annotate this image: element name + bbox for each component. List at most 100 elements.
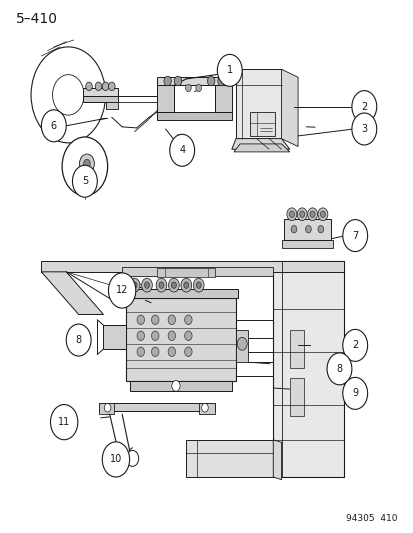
Circle shape: [307, 208, 317, 221]
Text: 5–410: 5–410: [16, 12, 57, 26]
Circle shape: [185, 84, 191, 92]
Polygon shape: [273, 261, 343, 477]
Circle shape: [141, 278, 152, 292]
Circle shape: [83, 159, 90, 168]
Polygon shape: [157, 77, 231, 85]
Polygon shape: [41, 272, 103, 314]
Circle shape: [183, 282, 188, 288]
Circle shape: [104, 403, 111, 412]
Circle shape: [297, 208, 306, 221]
Circle shape: [326, 353, 351, 385]
Circle shape: [196, 282, 201, 288]
Circle shape: [171, 381, 180, 391]
Polygon shape: [124, 289, 237, 298]
Polygon shape: [231, 139, 289, 149]
Circle shape: [108, 82, 115, 91]
Circle shape: [193, 278, 204, 292]
Circle shape: [159, 282, 164, 288]
Circle shape: [237, 337, 247, 350]
Text: 94305  410: 94305 410: [345, 514, 396, 523]
Polygon shape: [235, 69, 281, 139]
Circle shape: [151, 315, 159, 325]
Polygon shape: [83, 88, 118, 96]
Circle shape: [299, 211, 304, 217]
Circle shape: [184, 331, 192, 341]
Text: 11: 11: [58, 417, 70, 427]
Polygon shape: [99, 403, 215, 411]
Circle shape: [129, 278, 140, 292]
Polygon shape: [99, 403, 114, 414]
Polygon shape: [157, 112, 231, 120]
Text: 1: 1: [226, 66, 232, 75]
Circle shape: [156, 278, 166, 292]
Circle shape: [66, 324, 91, 356]
Circle shape: [317, 225, 323, 233]
Circle shape: [201, 403, 208, 412]
Polygon shape: [157, 268, 215, 277]
Text: 9: 9: [351, 389, 357, 398]
Circle shape: [107, 446, 120, 462]
Text: 10: 10: [109, 455, 122, 464]
Polygon shape: [186, 440, 273, 477]
Circle shape: [79, 154, 94, 173]
Polygon shape: [122, 266, 273, 276]
Polygon shape: [273, 440, 281, 480]
Circle shape: [168, 347, 175, 357]
Circle shape: [351, 91, 376, 123]
Polygon shape: [126, 298, 235, 381]
Circle shape: [309, 211, 314, 217]
Circle shape: [85, 82, 92, 91]
Circle shape: [102, 442, 129, 477]
Polygon shape: [235, 330, 248, 362]
Circle shape: [144, 282, 149, 288]
Circle shape: [171, 282, 176, 288]
Circle shape: [137, 347, 144, 357]
Circle shape: [95, 82, 102, 91]
Polygon shape: [233, 144, 289, 152]
Text: 2: 2: [351, 341, 358, 350]
Text: 7: 7: [351, 231, 358, 240]
Polygon shape: [250, 112, 275, 136]
Polygon shape: [157, 85, 173, 112]
Circle shape: [289, 211, 294, 217]
Circle shape: [72, 165, 97, 197]
Circle shape: [108, 273, 135, 308]
Text: 12: 12: [116, 286, 128, 295]
Circle shape: [137, 315, 144, 325]
Circle shape: [62, 137, 107, 196]
Circle shape: [342, 377, 367, 409]
Polygon shape: [105, 102, 118, 109]
Circle shape: [164, 76, 171, 86]
Circle shape: [102, 82, 109, 91]
Polygon shape: [198, 403, 215, 414]
Circle shape: [174, 76, 181, 86]
Circle shape: [126, 450, 138, 466]
Polygon shape: [83, 96, 118, 102]
Text: 8: 8: [336, 364, 342, 374]
Circle shape: [342, 220, 367, 252]
Circle shape: [168, 278, 179, 292]
Polygon shape: [281, 240, 332, 248]
Circle shape: [184, 347, 192, 357]
Circle shape: [290, 225, 296, 233]
Circle shape: [320, 211, 325, 217]
Circle shape: [317, 208, 327, 221]
Circle shape: [305, 225, 311, 233]
Polygon shape: [281, 69, 297, 147]
Text: 4: 4: [179, 146, 185, 155]
Circle shape: [41, 110, 66, 142]
Polygon shape: [41, 261, 343, 272]
Circle shape: [184, 315, 192, 325]
Circle shape: [286, 208, 296, 221]
Circle shape: [168, 331, 175, 341]
Circle shape: [137, 331, 144, 341]
Polygon shape: [283, 219, 330, 240]
Text: 2: 2: [360, 102, 367, 111]
Circle shape: [195, 84, 201, 92]
Polygon shape: [103, 325, 126, 349]
Circle shape: [151, 331, 159, 341]
Circle shape: [168, 315, 175, 325]
Polygon shape: [215, 85, 231, 112]
Circle shape: [351, 113, 376, 145]
Circle shape: [217, 76, 225, 86]
